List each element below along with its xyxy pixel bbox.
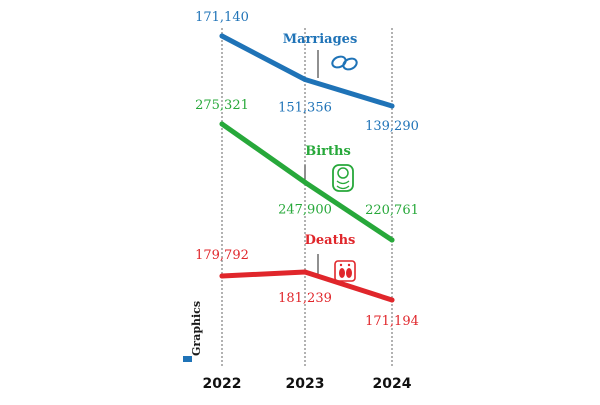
credit-logo-icon [183,356,192,362]
deaths-point-2023 [302,269,308,275]
deaths-point-2024 [389,297,395,303]
births-value-label-2024: 220,761 [365,203,419,218]
x-tick-2023: 2023 [286,376,325,392]
births-point-2023 [302,179,308,185]
grid-lines [221,28,393,368]
deaths-series-label: Deaths [305,233,356,248]
x-axis-ticks: 2022 2023 2024 [203,376,412,392]
data-labels: 171,140 151,356 139,290 Marriages 275,321 247… [195,10,419,329]
births-point-2024 [389,237,395,243]
rings-icon [331,55,358,71]
marriages-value-label-2024: 139,290 [365,119,419,134]
deaths-value-label-2024: 171,194 [365,314,419,329]
marriages-value-label-2022: 171,140 [195,10,249,25]
marriages-series-label: Marriages [283,32,358,47]
marriages-point-2023 [302,76,308,82]
x-tick-2024: 2024 [373,376,412,392]
births-series-label: Births [305,144,351,159]
x-tick-2022: 2022 [203,376,242,392]
deaths-point-2022 [219,273,225,279]
marriages-point-2024 [389,103,395,109]
births-point-2022 [219,121,225,127]
series-lines [219,33,395,303]
deaths-value-label-2022: 179,792 [195,248,249,263]
births-value-label-2023: 247,900 [278,202,332,217]
credit-text: Graphics [190,301,203,356]
deaths-value-label-2023: 181,239 [278,291,332,306]
series-icons [331,55,358,282]
feet-icon [334,260,356,282]
marriages-point-2022 [219,33,225,39]
births-value-label-2022: 275,321 [195,98,249,113]
baby-icon [332,164,354,192]
marriages-value-label-2023: 151,356 [278,100,332,115]
credit: Graphics [183,301,203,362]
